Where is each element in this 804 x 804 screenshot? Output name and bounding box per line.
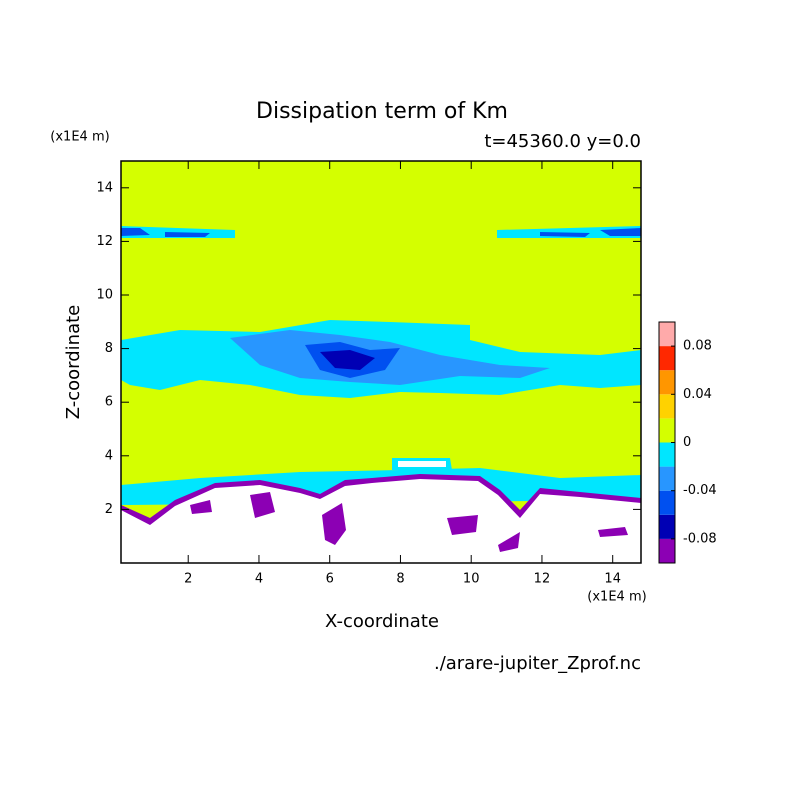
footer: ./arare-jupiter_Zprof.nc: [434, 653, 641, 674]
x-tick-label: 4: [255, 572, 263, 587]
colorbar-tick-label: -0.04: [683, 483, 717, 498]
y-tick-label: 6: [105, 395, 113, 410]
colorbar-bin: [659, 346, 675, 371]
contour-region: [320, 350, 375, 370]
x-tick-label: 6: [326, 572, 334, 587]
colorbar-tick-label: 0: [683, 435, 691, 450]
colorbar-tick-label: 0.08: [683, 339, 712, 354]
x-axis-title: X-coordinate: [325, 611, 439, 632]
x-tick-label: 10: [463, 572, 480, 587]
subtitle: t=45360.0 y=0.0: [484, 131, 641, 152]
colorbar-bin: [659, 466, 675, 491]
colorbar-bin: [659, 514, 675, 539]
contour-region: [190, 492, 628, 552]
y-tick-label: 14: [96, 180, 113, 195]
y-tick-label: 10: [96, 288, 113, 303]
y-tick-label: 8: [105, 341, 113, 356]
colorbar-tick-label: -0.08: [683, 531, 717, 546]
colorbar-bin: [659, 490, 675, 515]
y-tick-label: 12: [96, 234, 113, 249]
colorbar-tick-label: 0.04: [683, 387, 712, 402]
chart-title: Dissipation term of Km: [256, 99, 508, 124]
colorbar-bin: [659, 370, 675, 395]
no-data-region: [398, 461, 446, 467]
y-unit: (x1E4 m): [50, 130, 109, 145]
y-tick-label: 2: [105, 502, 113, 517]
y-tick-label: 4: [105, 448, 113, 463]
x-tick-label: 14: [604, 572, 621, 587]
colorbar-bin: [659, 322, 675, 347]
plot-frame: [120, 160, 642, 564]
colorbar-bin: [659, 442, 675, 467]
y-axis-title: Z-coordinate: [63, 305, 84, 420]
colorbar-bin: [659, 418, 675, 443]
contour-region: [121, 226, 641, 238]
x-tick-label: 12: [534, 572, 551, 587]
x-tick-label: 2: [184, 572, 192, 587]
contour-region: [121, 228, 641, 237]
colorbar-bin: [659, 394, 675, 419]
x-unit: (x1E4 m): [587, 590, 646, 605]
x-tick-label: 8: [396, 572, 404, 587]
contour-field: [121, 161, 641, 563]
colorbar-bin: [659, 538, 675, 563]
